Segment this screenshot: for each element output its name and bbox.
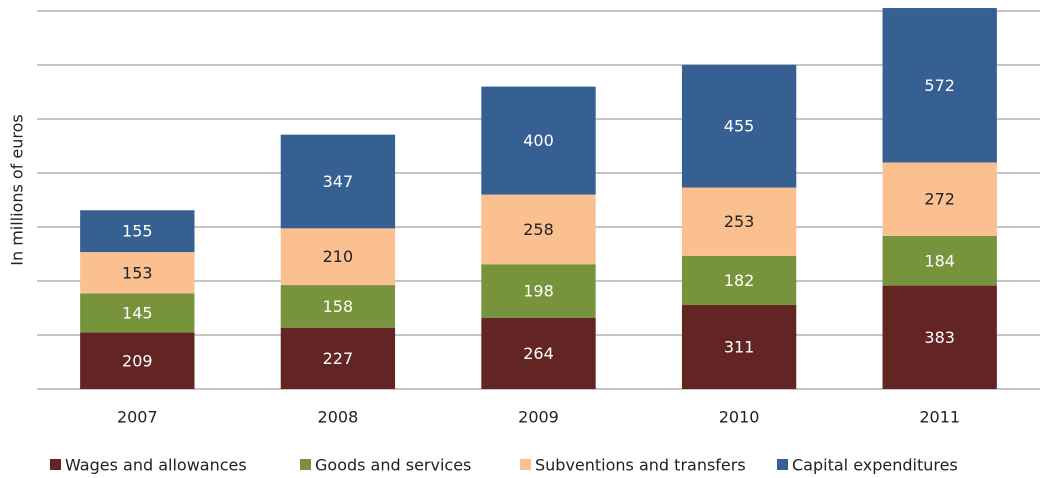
data-label: 210: [323, 247, 354, 266]
bar-segment: [481, 194, 596, 265]
bar-segment: [481, 264, 596, 318]
data-label: 155: [122, 222, 153, 241]
data-label: 153: [122, 263, 153, 282]
data-label: 572: [924, 76, 955, 95]
bar-segment: [681, 305, 797, 389]
legend-label: Capital expenditures: [792, 456, 958, 475]
bar-segment: [80, 252, 195, 294]
data-label: 227: [323, 349, 354, 368]
bar-segment: [681, 255, 797, 306]
data-label: 400: [523, 131, 554, 150]
legend-swatch: [520, 459, 531, 470]
bar-segment: [882, 285, 997, 389]
bar-segment: [882, 162, 997, 236]
bar-segment: [280, 134, 396, 229]
legend-label: Wages and allowances: [65, 456, 247, 475]
data-label: 209: [122, 351, 153, 370]
bar-segment: [681, 64, 797, 188]
bar-segment: [280, 327, 396, 389]
legend-swatch: [50, 459, 61, 470]
bar-segment: [280, 285, 396, 328]
data-label: 182: [724, 271, 755, 290]
bar-segment: [80, 210, 195, 253]
x-tick-label: 2008: [318, 408, 359, 427]
data-label: 258: [523, 220, 554, 239]
data-label: 253: [724, 212, 755, 231]
legend-swatch: [300, 459, 311, 470]
bar-segment: [80, 332, 195, 389]
legend-label: Subventions and transfers: [535, 456, 746, 475]
bar-segment: [481, 317, 596, 389]
data-label: 455: [724, 117, 755, 136]
y-axis-label: In millions of euros: [8, 114, 27, 266]
bar-segment: [481, 86, 596, 195]
x-tick-label: 2009: [518, 408, 559, 427]
bar-segment: [681, 187, 797, 256]
bar-segment: [882, 8, 997, 163]
x-tick-label: 2011: [919, 408, 960, 427]
data-label: 311: [724, 338, 755, 357]
data-label: 347: [323, 172, 354, 191]
legend-swatch: [777, 459, 788, 470]
data-label: 383: [924, 328, 955, 347]
legend-label: Goods and services: [315, 456, 471, 475]
data-label: 158: [323, 297, 354, 316]
data-label: 198: [523, 281, 554, 300]
bar-segment: [80, 293, 195, 333]
x-tick-label: 2010: [719, 408, 760, 427]
x-tick-label: 2007: [117, 408, 158, 427]
bar-segment: [882, 235, 997, 286]
data-label: 272: [924, 190, 955, 209]
data-label: 145: [122, 303, 153, 322]
bar-segment: [280, 228, 396, 286]
data-label: 184: [924, 251, 955, 270]
data-label: 264: [523, 344, 554, 363]
